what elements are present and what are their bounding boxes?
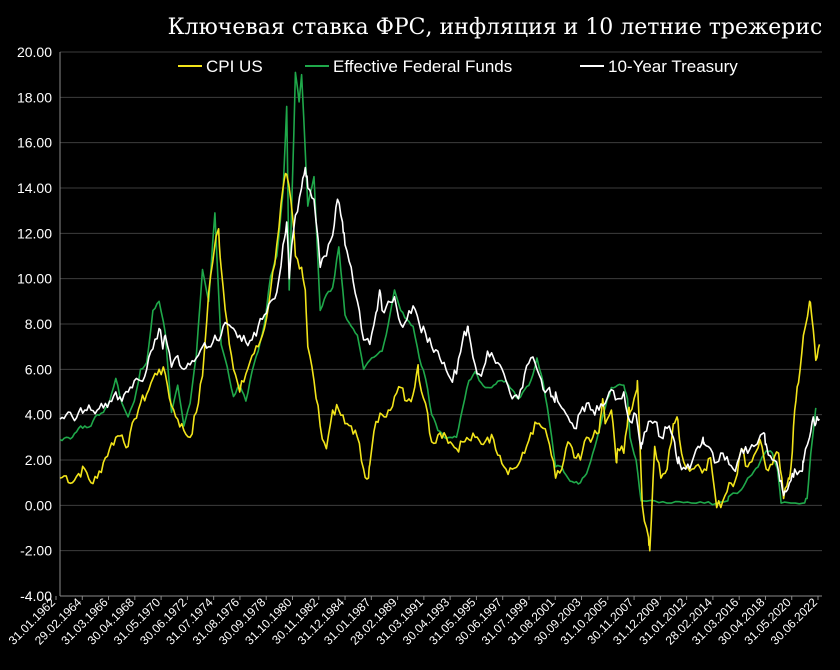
y-tick-label: 18.00 [17,89,52,105]
y-tick-label: 4.00 [25,407,52,423]
grid-layer [55,51,822,600]
x-axis-ticks: 31.01.196229.02.196431.03.196630.04.1968… [6,595,821,648]
legend: CPI US Effective Federal Funds 10-Year Tre… [178,57,738,76]
y-tick-label: 12.00 [17,225,52,241]
y-tick-label: 10.00 [17,271,52,287]
y-tick-label: 20.00 [17,44,52,60]
series-layer [59,71,821,552]
y-tick-label: -4.00 [20,588,52,604]
y-tick-label: 0.00 [25,497,52,513]
y-tick-label: 14.00 [17,180,52,196]
legend-label: CPI US [206,57,263,76]
series-line-1 [59,71,817,506]
y-tick-label: 2.00 [25,452,52,468]
series-line-0 [59,172,821,552]
series-line-2 [59,166,821,497]
chart-title: Ключевая ставка ФРС, инфляция и 10 летни… [168,15,823,40]
y-tick-label: 16.00 [17,135,52,151]
y-axis-ticks: -4.00 -2.00 0.00 2.00 4.00 6.00 8.00 10.00 12.00… [17,44,52,604]
y-tick-label: 8.00 [25,316,52,332]
legend-label: Effective Federal Funds [333,57,512,76]
y-tick-label: 6.00 [25,361,52,377]
legend-label: 10-Year Treasury [608,57,738,76]
y-tick-label: -2.00 [20,543,52,559]
